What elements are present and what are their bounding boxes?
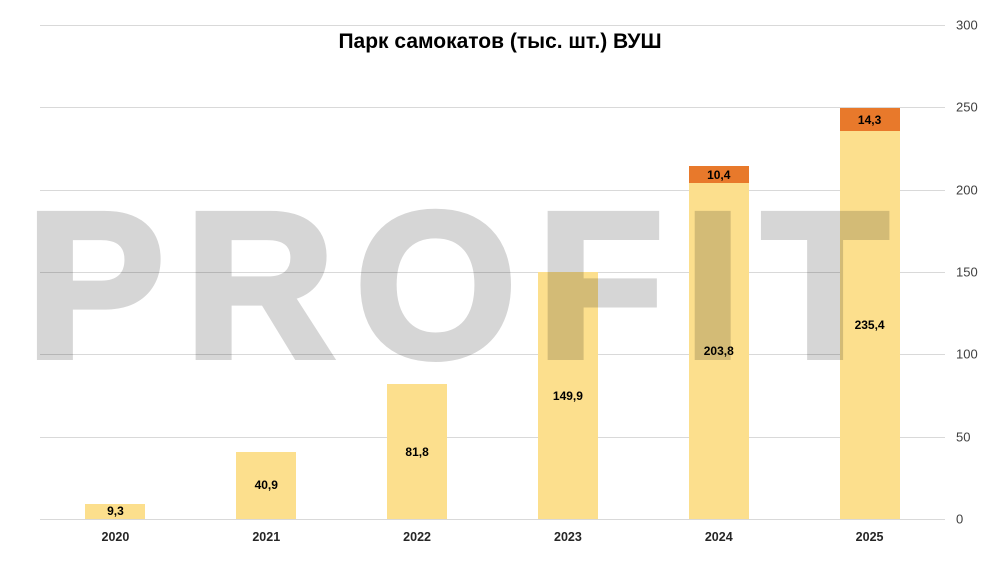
bar-2022-base	[387, 384, 448, 519]
bar-value-label: 235,4	[854, 318, 885, 333]
y-axis: 0 50 100 150 200 250 300	[956, 18, 998, 527]
x-axis-tick-label: 2024	[704, 530, 733, 544]
bar-value-label: 9,3	[107, 504, 124, 519]
gridline	[40, 189, 945, 191]
x-axis-tick-label: 2020	[101, 530, 130, 544]
y-axis-tick-label: 250	[956, 99, 978, 115]
gridline	[40, 25, 945, 26]
bar-2023-base	[537, 272, 598, 519]
y-axis-tick-label: 0	[956, 511, 964, 527]
bar-2024-increment	[688, 166, 749, 184]
bar-2025-increment	[839, 107, 900, 132]
y-axis-tick-label: 50	[956, 429, 971, 445]
gridline	[40, 436, 945, 438]
bar-increment-value-label: 10,4	[707, 167, 731, 182]
bar-2020-base	[85, 503, 146, 519]
bar-2025-base	[839, 131, 900, 519]
bar-increment-value-label: 14,3	[857, 112, 882, 127]
y-axis-tick-label: 200	[956, 182, 978, 198]
x-axis: 2020 2021 2022 2023 2024 2025	[40, 530, 945, 548]
x-axis-tick-label: 2023	[554, 530, 582, 544]
gridline	[40, 354, 945, 356]
x-axis-tick-label: 2022	[403, 530, 431, 544]
bar-2021-base	[236, 451, 297, 519]
bar-value-label: 203,8	[703, 344, 734, 359]
y-axis-tick-label: 100	[956, 346, 978, 362]
bar-value-label: 149,9	[552, 388, 583, 403]
y-axis-tick-label: 150	[956, 264, 978, 280]
bar-value-label: 40,9	[254, 478, 278, 493]
plot-area: 9,3 40,9 81,8 149,9 203,8 10,4 235,4 14,3	[40, 25, 945, 520]
x-axis-tick-label: 2025	[855, 530, 884, 544]
x-axis-tick-label: 2021	[252, 530, 281, 544]
gridline	[40, 272, 945, 273]
bar-value-label: 81,8	[405, 444, 429, 459]
gridline	[40, 107, 945, 109]
bar-2024-base	[688, 183, 749, 519]
gridline	[40, 519, 945, 520]
y-axis-tick-label: 300	[956, 17, 978, 33]
chart-title: Парк самокатов (тыс. шт.) ВУШ	[338, 30, 662, 53]
